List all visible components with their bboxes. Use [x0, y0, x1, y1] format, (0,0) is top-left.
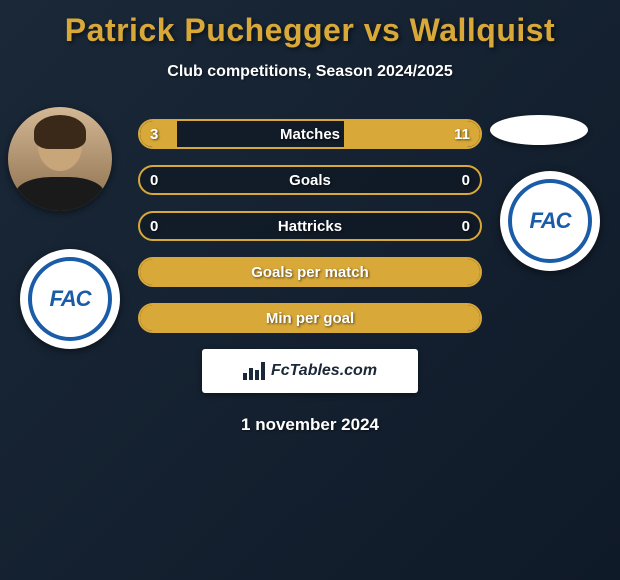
club-badge-right: FAC: [500, 171, 600, 271]
stat-row: Goals per match: [138, 257, 482, 287]
stat-row: 311Matches: [138, 119, 482, 149]
club-badge-right-text: FAC: [530, 208, 571, 234]
comparison-content: FAC FAC 311Matches 00Goals 00Hattricks Goal…: [0, 119, 620, 435]
stat-label: Min per goal: [140, 305, 480, 331]
club-badge-left-text: FAC: [50, 286, 91, 312]
stat-rows-container: 311Matches 00Goals 00Hattricks Goals per ma…: [138, 119, 482, 333]
stat-label: Matches: [140, 121, 480, 147]
brand-text: FcTables.com: [271, 362, 377, 380]
page-title: Patrick Puchegger vs Wallquist: [0, 0, 620, 49]
stat-label: Goals per match: [140, 259, 480, 285]
player-avatar-left: [8, 107, 112, 211]
stat-row: Min per goal: [138, 303, 482, 333]
club-badge-left: FAC: [20, 249, 120, 349]
player-placeholder-right: [490, 115, 588, 145]
stat-label: Hattricks: [140, 213, 480, 239]
stat-row: 00Hattricks: [138, 211, 482, 241]
stat-row: 00Goals: [138, 165, 482, 195]
brand-box: FcTables.com: [202, 349, 418, 393]
stat-label: Goals: [140, 167, 480, 193]
date-text: 1 november 2024: [0, 415, 620, 435]
chart-icon: [243, 362, 265, 380]
subtitle: Club competitions, Season 2024/2025: [0, 63, 620, 81]
